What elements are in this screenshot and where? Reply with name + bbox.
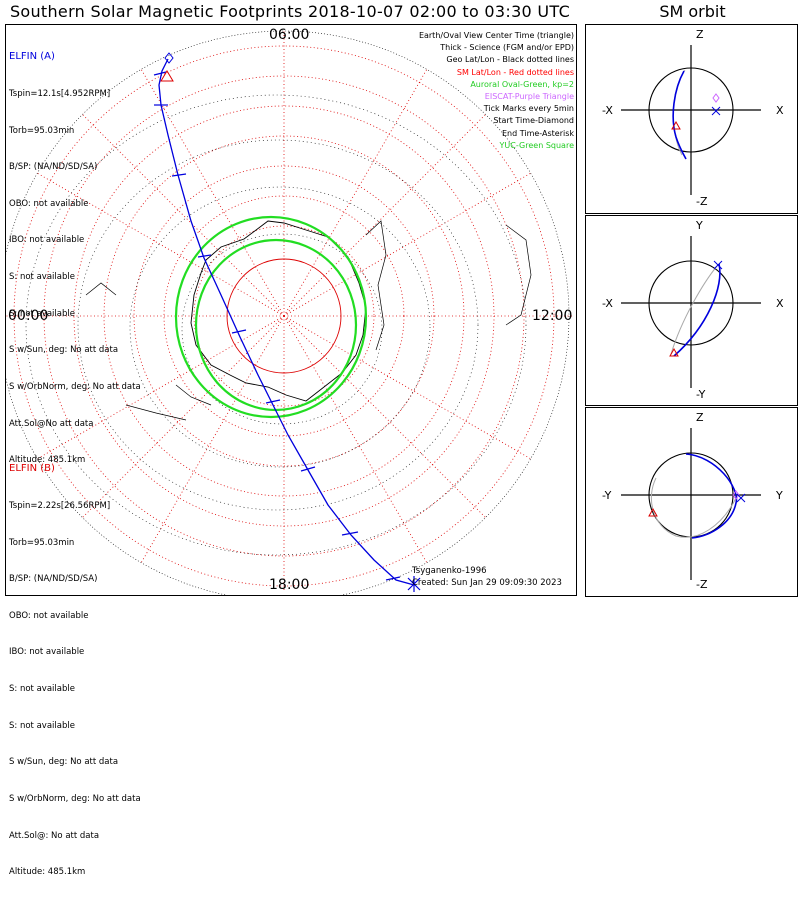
sm-meridians: [6, 31, 572, 591]
elfin-a-line: IBO: not available: [9, 235, 85, 246]
orbit3-top: Z: [696, 411, 704, 424]
elfin-a-line: S w/Sun, deg: No att data: [9, 345, 119, 356]
elfin-a-line: S: not available: [9, 272, 75, 283]
legend-entry: End Time-Asterisk: [501, 128, 574, 138]
orbit1-left: -X: [602, 104, 613, 117]
elfin-b-line: S w/OrbNorm, deg: No att data: [9, 793, 141, 804]
footprint-map: [6, 30, 572, 595]
elfin-a-line: Torb=95.03min: [9, 125, 75, 136]
orbit1-right: X: [776, 104, 784, 117]
chart-title: Southern Solar Magnetic Footprints 2018-…: [9, 2, 571, 21]
legend: Earth/Oval View Center Time (triangle) Th…: [419, 30, 574, 152]
auroral-oval-outer: [174, 215, 368, 419]
orbit-track-xz: [672, 70, 687, 160]
orbit3-left: -Y: [602, 489, 612, 502]
elfin-a-line: S: not available: [9, 308, 75, 319]
elfin-a-name: ELFIN (A): [9, 51, 55, 63]
label-0000: 00:00: [8, 308, 49, 324]
orbit2-left: -X: [602, 297, 613, 310]
elfin-b-line: S w/Sun, deg: No att data: [9, 757, 119, 768]
orbit-plot-xz: [621, 45, 761, 195]
label-1200: 12:00: [532, 308, 573, 324]
view-center-triangle: [160, 70, 174, 82]
orbit2-bottom: -Y: [696, 388, 706, 401]
elfin-b-line: OBO: not available: [9, 610, 89, 621]
elfin-b-line: Tspin=2.22s[26.56RPM]: [9, 501, 111, 512]
elfin-a-line: B/SP: (NA/ND/SD/SA): [9, 162, 98, 173]
elfin-a-line: S w/OrbNorm, deg: No att data: [9, 381, 141, 392]
footer-credit: Tsyganenko-1996: [412, 566, 487, 576]
elfin-b-line: IBO: not available: [9, 647, 85, 658]
legend-entry: Tick Marks every 5min: [483, 104, 574, 114]
elfin-b-line: S: not available: [9, 720, 75, 731]
orbit-panel-xy: Y -Y -X X: [585, 215, 798, 406]
continent-outline-2: [85, 220, 532, 421]
orbit-track-xy: [673, 263, 721, 357]
legend-entry: Auroral Oval-Green, kp=2: [470, 79, 574, 89]
label-0600: 06:00: [269, 27, 310, 43]
elfin-b-line: Torb=95.03min: [9, 537, 75, 548]
elfin-a-info: ELFIN (A) Tspin=12.1s[4.952RPM] Torb=95.…: [9, 27, 141, 491]
elfin-a-line: Altitude: 485.1km: [9, 455, 86, 466]
elfin-b-name: ELFIN (B): [9, 463, 55, 475]
end-asterisk: [407, 576, 421, 592]
legend-entry: YUC-Green Square: [499, 140, 574, 150]
orbit2-top: Y: [696, 219, 703, 232]
orbit2-right: X: [776, 297, 784, 310]
legend-entry: Start Time-Diamond: [493, 116, 574, 126]
orbit-panel-xz: Z -Z -X X: [585, 24, 798, 214]
legend-entry: Thick - Science (FGM and/or EPD): [440, 43, 574, 53]
orbit3-right: Y: [776, 489, 783, 502]
elfin-b-line: Att.Sol@: No att data: [9, 830, 100, 841]
track-ticks: [153, 71, 401, 581]
elfin-a-line: Att.Sol@No att data: [9, 418, 94, 429]
start-diamond: [164, 52, 174, 64]
legend-entry: SM Lat/Lon - Red dotted lines: [456, 67, 574, 77]
orbit-title: SM orbit: [659, 2, 726, 21]
orbit1-top: Z: [696, 28, 704, 41]
elfin-b-info: ELFIN (B) Tspin=2.22s[26.56RPM] Torb=95.…: [9, 439, 141, 903]
elfin-b-line: B/SP: (NA/ND/SD/SA): [9, 574, 98, 585]
orbit3-bottom: -Z: [696, 578, 708, 591]
elfin-a-line: OBO: not available: [9, 198, 89, 209]
auroral-oval-inner: [194, 238, 358, 412]
legend-entry: EISCAT-Purple Triangle: [484, 92, 574, 102]
orbit-track-yz: [685, 453, 738, 539]
map-outer-circle: [6, 30, 570, 595]
legend-entry: Geo Lat/Lon - Black dotted lines: [446, 55, 574, 65]
orbit1-bottom: -Z: [696, 195, 708, 208]
footer-created: Created: Sun Jan 29 09:09:30 2023: [412, 578, 562, 588]
elfin-b-line: Altitude: 485.1km: [9, 867, 86, 878]
elfin-a-line: Tspin=12.1s[4.952RPM]: [9, 89, 111, 100]
elfin-b-line: S: not available: [9, 684, 75, 695]
orbit-panel-yz: Z -Z -Y Y: [585, 407, 798, 597]
orbit-plot-yz: [621, 428, 761, 580]
elfin-a-track: [158, 58, 415, 586]
label-1800: 18:00: [269, 577, 310, 593]
legend-entry: Earth/Oval View Center Time (triangle): [418, 31, 574, 40]
orbit-plot-xy: [621, 236, 761, 388]
